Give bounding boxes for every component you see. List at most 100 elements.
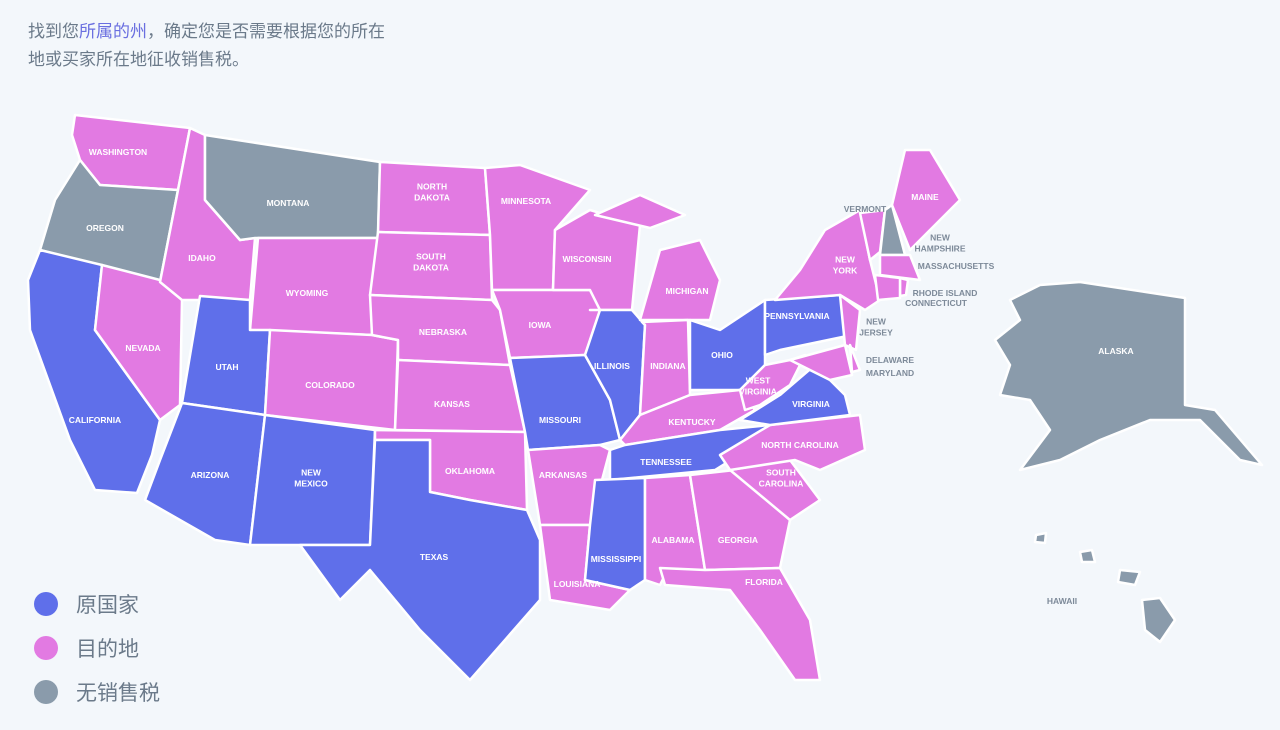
state-label-line: PENNSYLVANIA	[764, 311, 829, 321]
state-mississippi[interactable]	[583, 476, 647, 592]
intro-part1: 找到您	[28, 22, 79, 42]
state-virginia[interactable]	[738, 363, 852, 427]
state-label-line: MEXICO	[294, 479, 328, 489]
state-label-line: GEORGIA	[718, 535, 758, 545]
state-label: VIRGINIA	[792, 399, 830, 409]
state-hawaii-shape[interactable]	[1140, 596, 1177, 644]
state-new-jersey[interactable]	[838, 293, 862, 352]
state-label-line: IDAHO	[188, 253, 216, 263]
state-label-line: NORTH CAROLINA	[761, 440, 838, 450]
state-west-virginia[interactable]	[738, 353, 807, 412]
state-alaska-shape[interactable]	[993, 280, 1264, 472]
state-virginia-shape[interactable]	[738, 363, 852, 427]
state-kansas[interactable]	[393, 358, 527, 434]
state-label: NORTH CAROLINA	[761, 440, 838, 450]
state-florida-shape[interactable]	[658, 566, 822, 682]
state-label-line: WISCONSIN	[562, 254, 611, 264]
state-label: NEW MEXICO	[294, 468, 328, 489]
legend-label: 无销售税	[76, 681, 160, 705]
origin-swatch	[34, 592, 58, 616]
state-hawaii-shape[interactable]	[1033, 531, 1048, 545]
state-label-line: CALIFORNIA	[69, 415, 121, 425]
state-montana-shape[interactable]	[203, 133, 382, 242]
state-delaware[interactable]	[848, 343, 862, 374]
state-label: ARIZONA	[191, 470, 230, 480]
legend: 原国家 目的地 无销售税	[34, 582, 160, 714]
legend-label: 原国家	[76, 593, 139, 617]
state-label-line: FLORIDA	[745, 577, 783, 587]
state-label-line: MARYLAND	[866, 368, 914, 378]
state-label: OKLAHOMA	[445, 466, 495, 476]
state-new-jersey-shape[interactable]	[838, 293, 862, 352]
state-label-line: OKLAHOMA	[445, 466, 495, 476]
state-michigan[interactable]	[593, 193, 722, 322]
state-wyoming-shape[interactable]	[248, 236, 380, 337]
state-label-line: INDIANA	[650, 361, 685, 371]
state-west-virginia-shape[interactable]	[738, 353, 807, 412]
legend-item-origin: 原国家	[34, 582, 160, 626]
state-texas-shape[interactable]	[298, 438, 542, 682]
state-label: WEST VIRGINIA	[739, 376, 777, 397]
state-label: NEW JERSEY	[859, 317, 893, 338]
state-label: MONTANA	[267, 198, 310, 208]
state-connecticut-shape[interactable]	[873, 273, 902, 302]
state-label-line: DELAWARE	[866, 355, 915, 365]
state-label-line: ALABAMA	[652, 535, 695, 545]
state-maine[interactable]	[890, 148, 962, 252]
state-label-line: NEW	[835, 255, 856, 265]
state-label-line: ILLINOIS	[594, 361, 630, 371]
state-label: COLORADO	[305, 380, 355, 390]
state-label-line: RHODE ISLAND	[913, 288, 978, 298]
state-label-line: WASHINGTON	[89, 147, 147, 157]
intro-highlight: 所属的州	[79, 22, 147, 42]
state-label-line: MICHIGAN	[666, 286, 709, 296]
state-label: WYOMING	[286, 288, 329, 298]
state-connecticut[interactable]	[873, 273, 902, 302]
state-wyoming[interactable]	[248, 236, 380, 337]
state-montana[interactable]	[203, 133, 382, 242]
state-michigan-shape[interactable]	[638, 238, 722, 322]
state-label: NEVADA	[125, 343, 160, 353]
state-label: WASHINGTON	[89, 147, 147, 157]
state-label-line: WYOMING	[286, 288, 329, 298]
state-label: DELAWARE	[866, 355, 915, 365]
state-georgia[interactable]	[688, 468, 792, 572]
state-label-line: HAWAII	[1047, 596, 1077, 606]
state-label-line: YORK	[833, 266, 858, 276]
state-massachusetts[interactable]	[878, 253, 922, 282]
state-label: MISSISSIPPI	[591, 554, 642, 564]
state-alaska[interactable]	[993, 280, 1264, 472]
state-label: CONNECTICUT	[905, 298, 968, 308]
state-label: ALABAMA	[652, 535, 695, 545]
state-label: ARKANSAS	[539, 470, 588, 480]
state-label-line: NORTH	[417, 182, 447, 192]
state-mississippi-shape[interactable]	[583, 476, 647, 592]
state-label-line: NEW	[866, 317, 887, 327]
state-label-line: SOUTH	[766, 468, 796, 478]
state-maryland-shape[interactable]	[788, 343, 854, 382]
state-label: KANSAS	[434, 399, 470, 409]
state-label-line: UTAH	[216, 362, 239, 372]
state-label: MAINE	[911, 192, 939, 202]
state-delaware-shape[interactable]	[848, 343, 862, 374]
state-hawaii-shape[interactable]	[1078, 548, 1097, 564]
state-maryland[interactable]	[788, 343, 854, 382]
state-label: NORTH DAKOTA	[414, 182, 450, 203]
state-massachusetts-shape[interactable]	[878, 253, 922, 282]
state-label: NEBRASKA	[419, 327, 467, 337]
state-florida[interactable]	[658, 566, 822, 682]
state-hawaii-shape[interactable]	[1116, 568, 1142, 587]
state-maine-shape[interactable]	[890, 148, 962, 252]
state-hawaii[interactable]	[1033, 531, 1177, 644]
state-michigan-shape[interactable]	[593, 193, 687, 230]
state-label: CALIFORNIA	[69, 415, 121, 425]
state-label-line: MISSOURI	[539, 415, 581, 425]
state-kansas-shape[interactable]	[393, 358, 527, 434]
state-label: IDAHO	[188, 253, 216, 263]
state-label: IOWA	[529, 320, 552, 330]
state-label-line: DAKOTA	[414, 193, 450, 203]
state-georgia-shape[interactable]	[688, 468, 792, 572]
destination-swatch	[34, 636, 58, 660]
state-label-line: SOUTH	[416, 252, 446, 262]
state-texas[interactable]	[298, 438, 542, 682]
